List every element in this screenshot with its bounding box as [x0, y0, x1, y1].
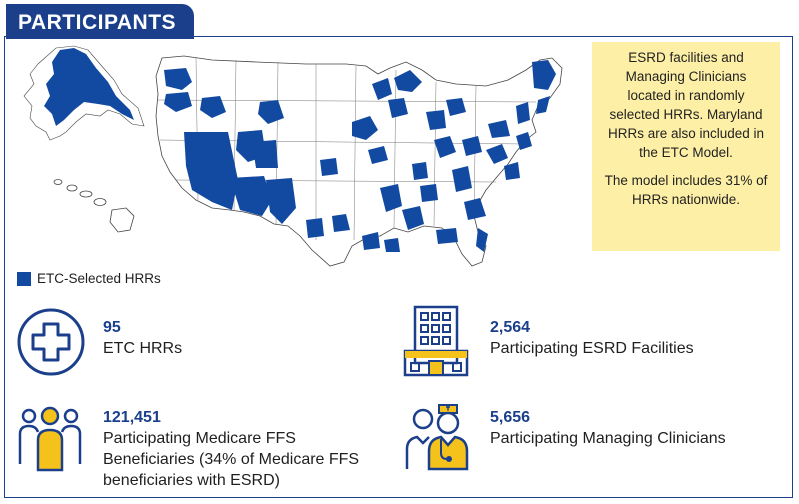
stat-managing-clinicians: 5,656 Participating Managing Clinicians — [490, 408, 726, 449]
doctors-icon — [405, 403, 473, 476]
stat-label: Participating Medicare FFS Beneficiaries… — [103, 430, 360, 489]
hawaii-map — [53, 179, 135, 233]
legend-label: ETC-Selected HRRs — [37, 271, 161, 286]
us-map-svg — [23, 45, 563, 267]
stat-value: 2,564 — [490, 319, 531, 336]
info-text-coverage: The model includes 31% of HRRs nationwid… — [604, 173, 768, 207]
hospital-building-icon — [403, 303, 469, 384]
stat-value: 121,451 — [103, 409, 161, 426]
selected-hrr-regions — [164, 60, 556, 252]
stat-value: 5,656 — [490, 409, 531, 426]
info-callout: ESRD facilities and Managing Clinicians … — [592, 42, 780, 251]
page-title: PARTICIPANTS — [6, 4, 195, 39]
map-legend: ETC-Selected HRRs — [17, 271, 161, 286]
stat-esrd-facilities: 2,564 Participating ESRD Facilities — [490, 318, 694, 359]
content-frame — [4, 36, 793, 498]
stat-label: Participating ESRD Facilities — [490, 340, 694, 357]
us-hrr-map — [16, 40, 596, 278]
alaska-map — [23, 45, 145, 141]
stat-label: Participating Managing Clinicians — [490, 430, 726, 447]
stat-beneficiaries: 121,451 Participating Medicare FFS Benef… — [103, 408, 373, 491]
legend-swatch — [17, 271, 31, 286]
stat-label: ETC HRRs — [103, 340, 183, 357]
stat-value: 95 — [103, 319, 121, 336]
medical-cross-icon — [16, 307, 86, 382]
people-group-icon — [16, 402, 84, 479]
stat-etc-hrrs: 95 ETC HRRs — [103, 318, 182, 359]
info-text-selection: ESRD facilities and Managing Clinicians … — [607, 50, 765, 160]
